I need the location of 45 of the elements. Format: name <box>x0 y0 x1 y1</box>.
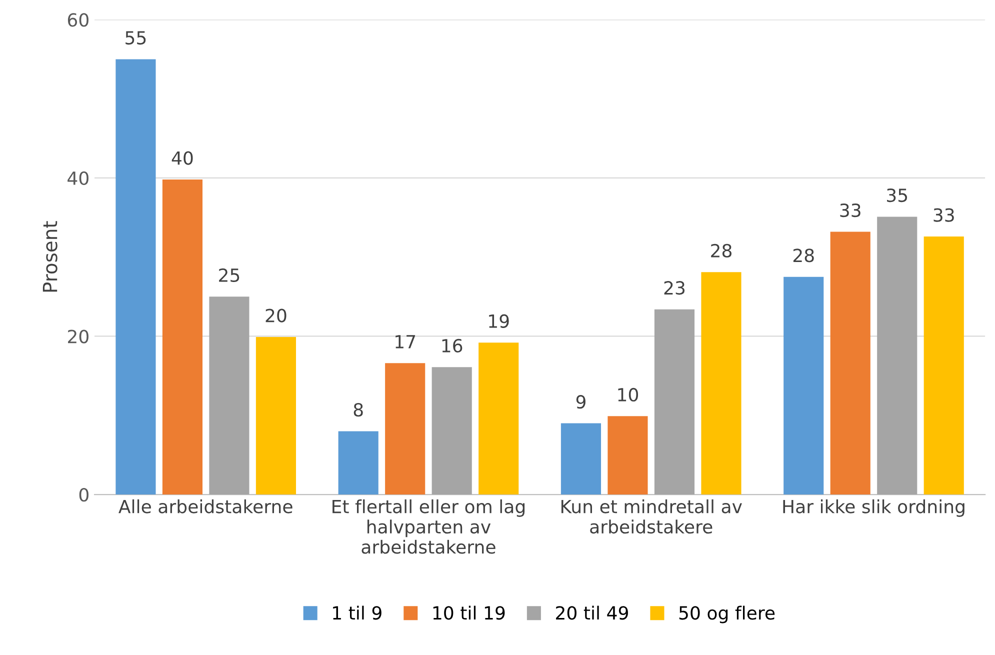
bar <box>338 431 378 495</box>
legend-label: 20 til 49 <box>556 606 628 620</box>
data-label: 8 <box>354 402 363 417</box>
y-axis-title: Prosent <box>42 221 58 292</box>
data-label: 40 <box>172 151 193 165</box>
bar <box>608 416 648 495</box>
bar <box>654 309 695 495</box>
data-label: 35 <box>887 188 908 202</box>
x-tick-label: Alle arbeidstakerne <box>118 499 292 514</box>
data-label: 16 <box>442 338 462 352</box>
data-label: 55 <box>126 31 146 45</box>
bar <box>924 236 964 495</box>
y-tick-label: 40 <box>68 171 88 186</box>
data-label: 20 <box>266 308 286 322</box>
data-label: 33 <box>840 203 860 218</box>
y-tick-label: 20 <box>68 330 88 344</box>
data-label: 28 <box>793 248 814 262</box>
bar <box>478 342 519 495</box>
x-tick-label: Har ikke slik ordning <box>783 499 964 517</box>
bar <box>385 363 426 495</box>
bar <box>784 276 824 495</box>
bar <box>162 180 202 495</box>
y-tick-label: 0 <box>79 488 88 502</box>
bar <box>877 216 918 495</box>
bar <box>432 367 472 495</box>
legend-label: 10 til 19 <box>433 606 505 620</box>
bar <box>560 423 602 495</box>
x-tick-label: Et flertall eller om lag halvparten av arbeidstakerne <box>332 499 525 554</box>
x-tick-label: Kun et mindretall av arbeidstakere <box>561 499 742 534</box>
bar <box>830 232 870 495</box>
bar <box>701 272 742 495</box>
data-label: 25 <box>219 268 240 282</box>
bar <box>209 296 250 495</box>
data-label: 23 <box>664 281 685 295</box>
data-label: 19 <box>489 314 509 328</box>
legend-label: 50 og flere <box>679 606 775 624</box>
data-label: 10 <box>618 388 638 402</box>
data-label: 28 <box>711 244 732 258</box>
y-tick-label: 60 <box>68 13 88 27</box>
bar <box>256 337 296 495</box>
bar <box>116 59 156 495</box>
data-label: 17 <box>396 335 416 348</box>
data-label: 33 <box>934 208 954 222</box>
legend-label: 1 til 9 <box>333 606 382 620</box>
data-label: 9 <box>576 395 586 409</box>
